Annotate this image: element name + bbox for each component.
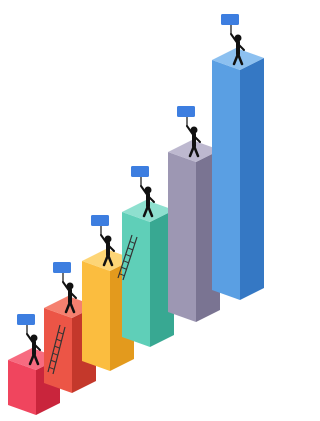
growth-illustration [0, 0, 271, 421]
block-left-face [122, 212, 150, 347]
block-left-face [82, 261, 110, 371]
block-left-face [168, 152, 196, 322]
sign [131, 166, 149, 177]
sign [177, 106, 195, 117]
block [122, 200, 174, 347]
block-left-face [212, 60, 240, 300]
block-left-face [44, 308, 72, 393]
sign [221, 14, 239, 25]
sign [91, 215, 109, 226]
sign [17, 314, 35, 325]
block-right-face [240, 58, 264, 300]
sign [53, 262, 71, 273]
block [212, 48, 264, 300]
